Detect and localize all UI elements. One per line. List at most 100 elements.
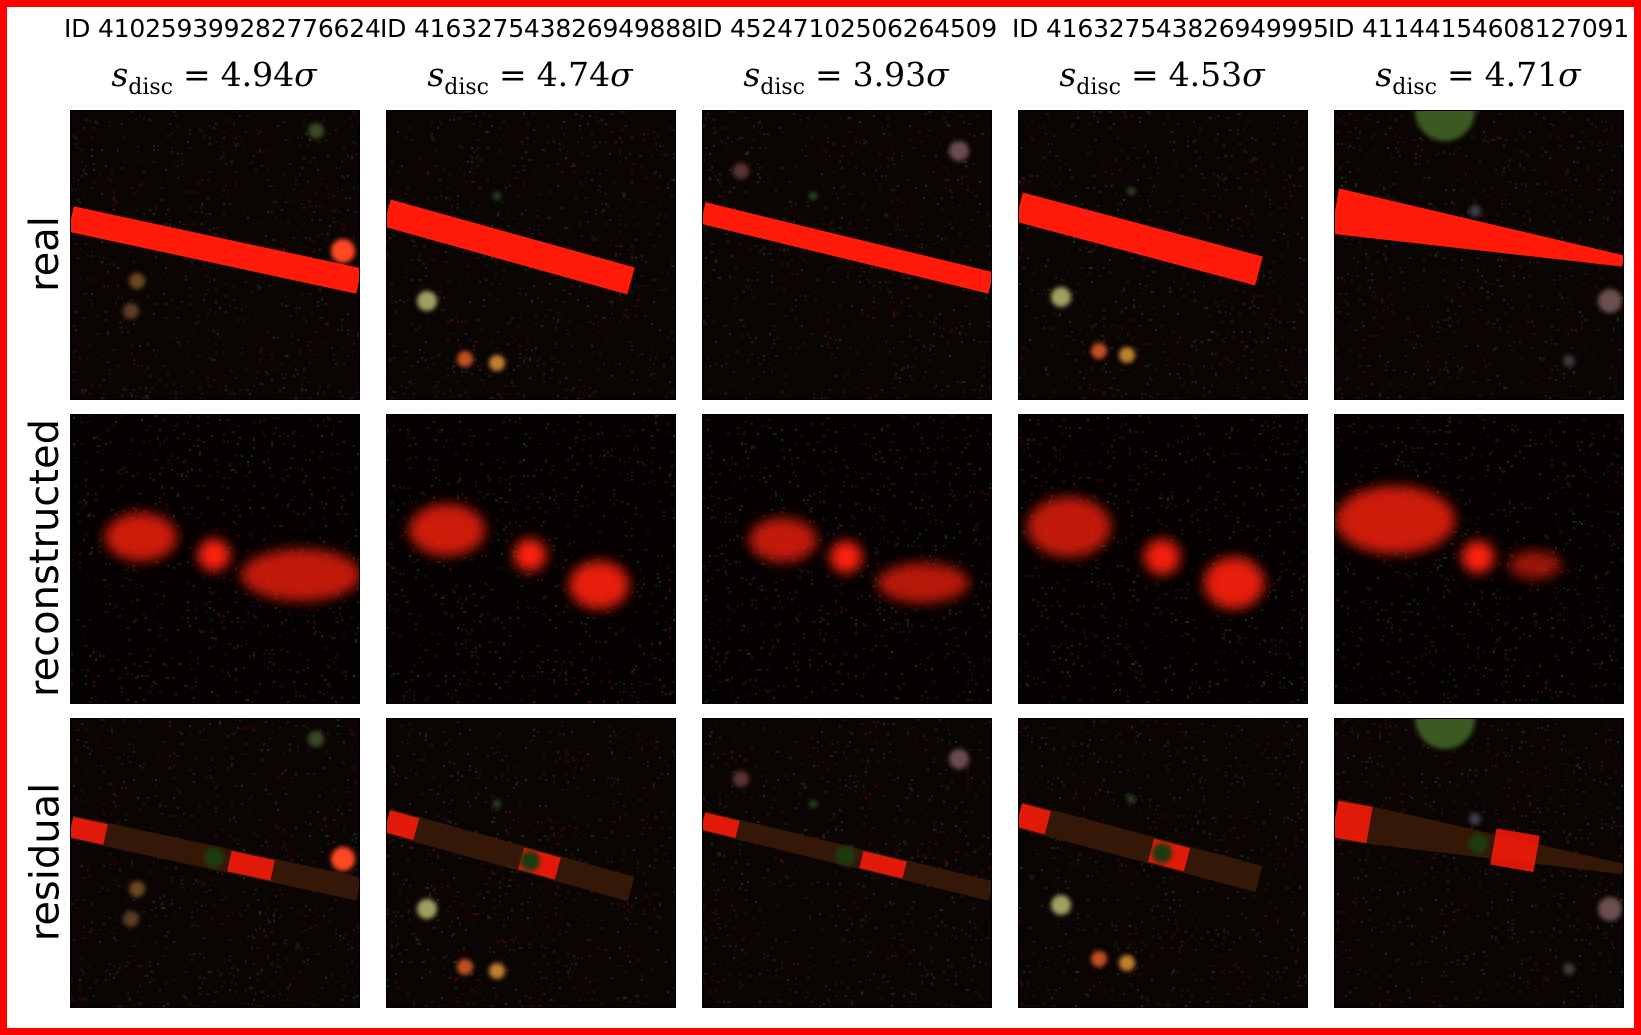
source-blob [809,192,817,200]
reconstructed-blob [749,518,817,562]
score-value: 4.53 [1168,55,1243,94]
object-id-label: ID 45247102506264509 [696,14,997,43]
cutout-image [71,111,359,399]
residual-core [204,847,224,868]
source-blob [1127,187,1135,195]
source-blob [1598,897,1622,921]
row-label-text: reconstructed [22,419,68,697]
residual-image-1 [70,718,360,1008]
red-streak [703,202,991,294]
source-blob [129,273,145,289]
score-equals: = [499,55,527,94]
residual-remnant [227,850,275,881]
reconstructed-blob [1462,541,1494,573]
cutout-image [1019,415,1307,703]
reconstructed-blob [198,539,230,571]
score-subscript: disc [1076,75,1121,100]
column-header-5: ID 41144154608127091 sdisc = 4.71σ [1328,14,1629,100]
red-streak [387,199,635,295]
cutout-image [1019,111,1307,399]
source-blob [129,881,145,897]
residual-remnant [1490,828,1540,873]
object-id-label: ID 41144154608127091 [1328,14,1629,43]
score-symbol: s [1375,55,1393,94]
score-equals: = [1131,55,1159,94]
source-blob [949,141,969,161]
cutout-image [703,415,991,703]
source-blob [1127,795,1135,803]
discriminator-score: sdisc = 4.74σ [380,55,680,100]
column-header-1: ID 410259399282776624 sdisc = 4.94σ [64,14,381,100]
residual-image-4 [1018,718,1308,1008]
score-symbol: s [743,55,761,94]
reconstructed-image-4 [1018,414,1308,704]
residual-remnant [71,816,108,845]
noise-pixels [1335,111,1623,399]
reconstructed-blob [241,549,359,601]
source-blob [123,303,139,319]
source-blob [489,355,505,371]
source-blob [417,291,437,311]
object-id-label: ID 416327543826949888 [380,14,697,43]
cutout-image [71,719,359,1007]
source-blob [1415,111,1475,141]
reconstructed-blob [830,541,862,573]
noise-pixels [1019,415,1307,703]
real-image-2 [386,110,676,400]
discriminator-score: sdisc = 3.93σ [696,55,996,100]
score-subscript: disc [1392,75,1437,100]
residual-streak [387,808,635,902]
object-id-label: ID 410259399282776624 [64,14,381,43]
source-blob [331,239,355,263]
real-image-1 [70,110,360,400]
reconstructed-image-1 [70,414,360,704]
score-value: 4.71 [1484,55,1559,94]
reconstructed-image-3 [702,414,992,704]
score-unit: σ [1558,55,1581,94]
source-blob [493,192,501,200]
source-blob [493,800,501,808]
residual-remnant [387,810,420,840]
real-image-4 [1018,110,1308,400]
cutout-image [387,111,675,399]
source-blob [733,163,749,179]
residual-core [836,845,856,866]
source-blob [457,351,473,367]
residual-image-5 [1334,718,1624,1008]
reconstructed-image-5 [1334,414,1624,704]
cutout-image [71,415,359,703]
source-blob [1563,963,1575,975]
score-equals: = [815,55,843,94]
noise-pixels [1335,415,1623,703]
cutout-image [1335,415,1623,703]
reconstructed-blob [1204,557,1264,609]
column-header-4: ID 416327543826949995 sdisc = 4.53σ [1012,14,1329,100]
cutout-image [1335,719,1623,1007]
source-blob [809,800,817,808]
reconstructed-image-2 [386,414,676,704]
red-streak [1335,188,1623,267]
score-unit: σ [1242,55,1265,94]
source-blob [123,911,139,927]
score-subscript: disc [760,75,805,100]
discriminator-score: sdisc = 4.94σ [64,55,364,100]
residual-streak [1019,801,1263,893]
column-header-2: ID 416327543826949888 sdisc = 4.74σ [380,14,697,100]
source-blob [949,749,969,769]
source-blob [733,771,749,787]
score-equals: = [183,55,211,94]
object-id-label: ID 416327543826949995 [1012,14,1329,43]
cutout-image [387,719,675,1007]
reconstructed-blob [409,504,485,556]
residual-image-3 [702,718,992,1008]
row-label-text: real [22,216,68,292]
cutout-image [1335,111,1623,399]
source-blob [1091,343,1107,359]
source-blob [1469,205,1481,217]
score-equals: = [1447,55,1475,94]
score-unit: σ [294,55,317,94]
score-subscript: disc [444,75,489,100]
discriminator-score: sdisc = 4.71σ [1328,55,1628,100]
score-symbol: s [427,55,445,94]
cutout-image [1019,719,1307,1007]
